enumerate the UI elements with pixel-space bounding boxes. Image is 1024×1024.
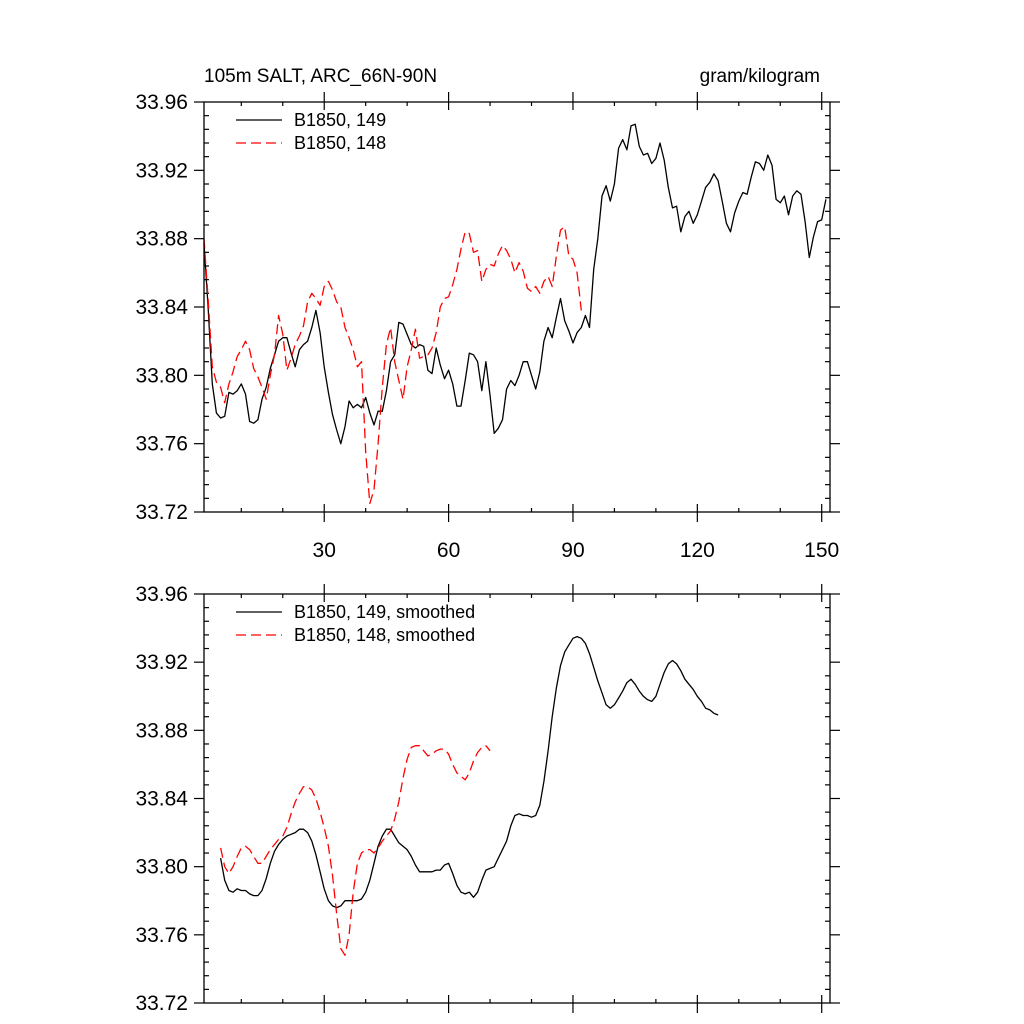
series-lines-top (203, 123, 827, 505)
x-tick-label: 90 (561, 539, 584, 562)
series-line-148 (203, 226, 582, 505)
y-tick-label: 33.72 (135, 992, 188, 1015)
panel-raw: 105m SALT, ARC_66N-90N gram/kilogram 33.… (135, 66, 840, 562)
plot-frame-top (203, 101, 831, 513)
ticks-top (194, 92, 840, 522)
x-tick-label: 30 (313, 539, 336, 562)
series-line-148-smoothed (219, 745, 491, 956)
legend-label-149-smoothed: B1850, 149, smoothed (294, 602, 475, 622)
units-label: gram/kilogram (700, 66, 820, 87)
plot-frame-bottom (203, 593, 831, 1004)
y-tick-label: 33.80 (135, 364, 188, 387)
legend-bottom: B1850, 149, smoothed B1850, 148, smoothe… (236, 602, 475, 645)
legend-label-149: B1850, 149 (294, 110, 386, 130)
legend-label-148: B1850, 148 (294, 133, 386, 153)
x-tick-labels-top: 30 60 90 120 150 (313, 539, 840, 562)
series-line-149 (203, 123, 827, 445)
y-tick-label: 33.80 (135, 856, 188, 879)
ticks-bottom (194, 584, 840, 1013)
y-tick-labels-top: 33.72 33.76 33.80 33.84 33.88 33.92 33.96 (135, 91, 188, 524)
y-tick-label: 33.76 (135, 433, 188, 456)
y-tick-label: 33.92 (135, 159, 188, 182)
x-tick-label: 120 (680, 539, 715, 562)
series-line-149-smoothed (219, 635, 719, 909)
chart-title: 105m SALT, ARC_66N-90N (204, 66, 437, 87)
legend-label-148-smoothed: B1850, 148, smoothed (294, 625, 475, 645)
x-tick-label: 150 (804, 539, 839, 562)
y-tick-label: 33.72 (135, 501, 188, 524)
y-tick-label: 33.92 (135, 651, 188, 674)
y-tick-label: 33.76 (135, 924, 188, 947)
y-tick-label: 33.88 (135, 719, 188, 742)
panel-smoothed: 33.72 33.76 33.80 33.84 33.88 33.92 33.96 B185… (135, 583, 840, 1015)
y-tick-label: 33.96 (135, 91, 188, 114)
y-tick-label: 33.96 (135, 583, 188, 606)
legend-top: B1850, 149 B1850, 148 (236, 110, 386, 153)
y-tick-label: 33.84 (135, 296, 188, 319)
y-tick-label: 33.88 (135, 228, 188, 251)
series-lines-bottom (219, 635, 719, 956)
x-tick-label: 60 (437, 539, 460, 562)
y-tick-label: 33.84 (135, 788, 188, 811)
y-tick-labels-bottom: 33.72 33.76 33.80 33.84 33.88 33.92 33.96 (135, 583, 188, 1015)
